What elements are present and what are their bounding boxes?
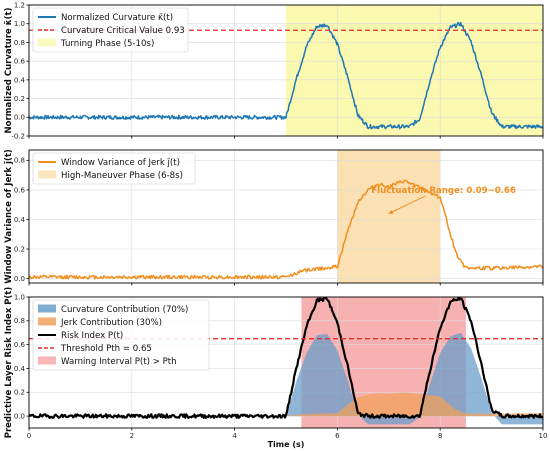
legend-label-2: High-Maneuver Phase (6-8s): [61, 171, 183, 181]
legend-swatch-3: [38, 38, 56, 47]
series-1-line: [29, 179, 543, 280]
legend-label-4: Threshold Pth = 0.65: [60, 344, 152, 354]
legend-box: [32, 299, 210, 371]
y-axis-label: Predictive Layer Risk Index P(t): [4, 287, 14, 439]
xtick-label-3: 6: [335, 432, 340, 440]
legend: Window Variance of Jerk j̄(t) High-Maneuv…: [32, 152, 196, 185]
ytick-label-1: 0.0: [14, 114, 25, 122]
plot-area: [29, 297, 543, 425]
ytick-label-2: 0.2: [14, 95, 25, 103]
legend-swatch-5: [38, 356, 56, 365]
ytick-label-2: 0.4: [14, 216, 26, 224]
xtick-label-5: 10: [539, 432, 548, 440]
legend-box: [32, 152, 196, 185]
xtick-label-4: 8: [438, 432, 442, 440]
legend-label-2: Curvature Critical Value 0.93: [61, 26, 185, 36]
annotation-text: Fluctuation Range: 0.09~0.66: [371, 186, 516, 196]
legend-swatch-1: [38, 304, 56, 313]
legend: Normalized Curvature κ̄(t) Curvature Crit…: [32, 7, 189, 53]
ytick-label-3: 0.6: [14, 341, 26, 349]
xtick-label-2: 4: [232, 432, 237, 440]
legend-label-1: Window Variance of Jerk j̄(t): [61, 158, 180, 168]
ytick-label-3: 0.4: [14, 76, 26, 84]
xtick-label-0: 0: [27, 432, 31, 440]
ytick-label-2: 0.4: [14, 365, 26, 373]
plot-area: [29, 21, 543, 130]
ytick-label-0: -0.2: [11, 132, 25, 140]
ytick-label-5: 0.8: [14, 39, 25, 47]
ytick-label-1: 0.2: [14, 389, 25, 397]
ytick-label-4: 0.8: [14, 317, 25, 325]
ytick-label-3: 0.6: [14, 186, 26, 194]
series-1-line: [29, 21, 543, 130]
annotation-arrow: [388, 195, 426, 214]
legend-label-2: Jerk Contribution (30%): [60, 318, 162, 328]
plot-area: [29, 179, 543, 280]
y-axis-label: Normalized Curvature κ̄(t): [4, 7, 14, 133]
xtick-label-1: 2: [130, 432, 134, 440]
ytick-label-0: 0.0: [14, 412, 25, 420]
ytick-label-0: 0.0: [14, 275, 25, 283]
shaded-region-1: [337, 150, 441, 283]
ytick-label-6: 1.0: [14, 20, 25, 28]
y-axis-label: Window Variance of Jerk j̄(t): [4, 149, 14, 284]
axes-frame: [28, 296, 544, 429]
ytick-label-5: 1.0: [14, 293, 25, 301]
axes-frame: [28, 4, 544, 137]
legend-swatch-2: [38, 170, 56, 179]
legend: Curvature Contribution (70%) Jerk Contrib…: [32, 299, 210, 371]
series-2-area: [29, 392, 543, 417]
legend-box: [32, 7, 189, 53]
legend-swatch-2: [38, 317, 56, 326]
ytick-label-7: 1.2: [14, 1, 25, 9]
axes-frame: [28, 149, 544, 284]
legend-label-1: Normalized Curvature κ̄(t): [61, 13, 173, 23]
ytick-label-4: 0.8: [14, 157, 25, 165]
legend-label-3: Turning Phase (5-10s): [60, 39, 154, 49]
x-axis-label: Time (s): [268, 440, 305, 449]
legend-label-1: Curvature Contribution (70%): [61, 305, 188, 315]
legend-label-3: Risk Index P(t): [61, 331, 123, 341]
legend-label-5: Warning Interval P(t) > Pth: [61, 357, 177, 367]
chart-panel-3: 0.0 0.2 0.4 0.6 0.8 1.0 0 2 4 6 8 10 Predictive Laye…: [4, 287, 547, 449]
series-3-line: [29, 297, 543, 419]
ytick-label-1: 0.2: [14, 245, 25, 253]
ytick-label-4: 0.6: [14, 58, 26, 66]
